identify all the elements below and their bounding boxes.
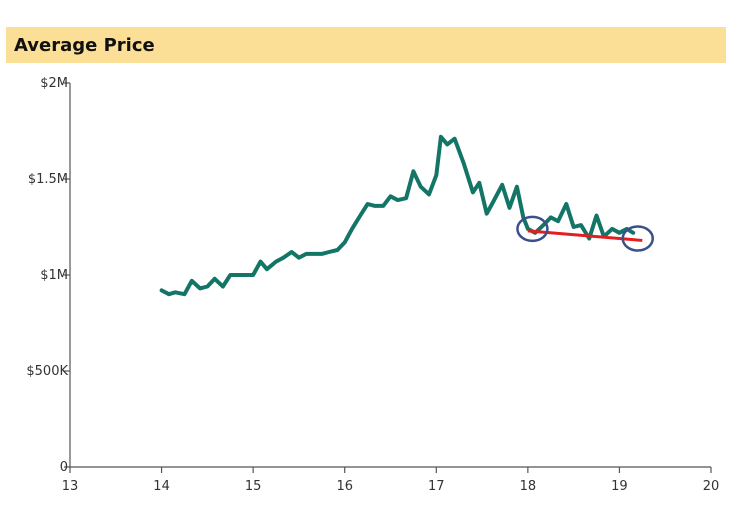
x-tick-label: 18: [520, 479, 537, 494]
chart-title: Average Price: [14, 34, 155, 56]
x-tick-label: 17: [428, 479, 445, 494]
x-tick-label: 16: [336, 479, 353, 494]
x-tick-label: 19: [611, 479, 628, 494]
x-tick-label: 13: [62, 479, 79, 494]
highlight-circle: [621, 225, 654, 252]
y-tick-label: $2M: [40, 76, 68, 91]
highlight-circle: [516, 215, 549, 243]
y-tick-label: $1.5M: [28, 172, 68, 187]
y-tick-label: $1M: [40, 268, 68, 283]
x-tick-label: 15: [245, 479, 262, 494]
average-price-series-line: [159, 134, 636, 297]
chart-plot: [159, 134, 654, 297]
y-tick-label: 0: [60, 460, 68, 475]
chart-title-bar: Average Price: [6, 27, 726, 63]
y-tick-label: $500K: [26, 364, 68, 379]
x-tick-label: 14: [153, 479, 170, 494]
x-tick-label: 20: [703, 479, 720, 494]
chart-ticks: 0 $500K $1M $1.5M $2M 13 14 15 16 17 18 19 20: [26, 76, 719, 494]
chart-axes: [69, 83, 711, 468]
